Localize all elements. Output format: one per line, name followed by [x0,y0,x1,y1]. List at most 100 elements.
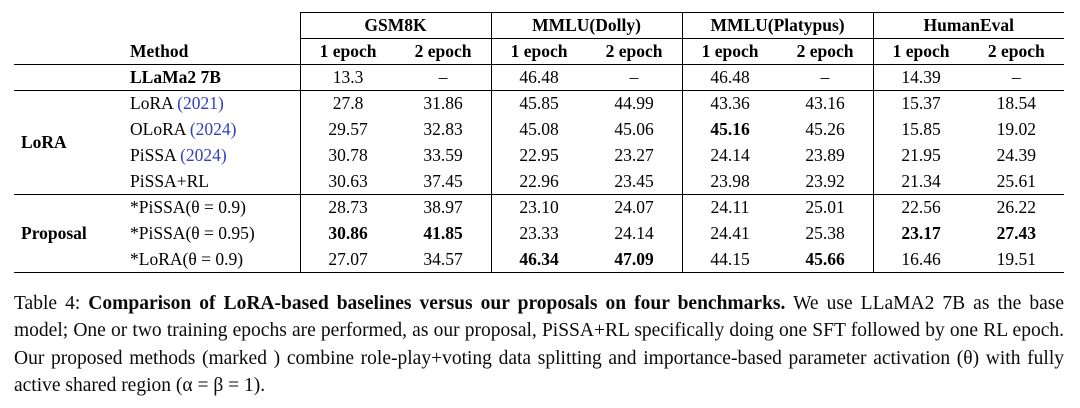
benchmark-header-mmlu-dolly: MMLU(Dolly) [490,12,683,39]
value-cell: 45.85 [490,90,587,117]
citation-link[interactable]: (2021) [172,93,224,114]
value-cell: 19.51 [996,248,1036,269]
value-cell: 37.45 [395,168,492,195]
value-cell: 41.85 [423,223,463,243]
value-cell: 23.17 [872,220,969,247]
results-table: GSM8K MMLU(Dolly) MMLU(Platypus) HumanEv… [14,12,1065,273]
method-row: *PiSSA(θ = 0.95) 30.86 41.85 23.33 24.14 24.4… [14,220,1064,247]
benchmark-header-gsm8k: GSM8K [299,12,492,39]
value-cell: 24.39 [996,145,1036,165]
value-cell: 45.26 [805,119,845,139]
value-cell: 23.33 [490,220,587,247]
value-cell: 30.78 [299,142,396,169]
value-cell: 27.8 [299,90,396,117]
value-cell: 38.97 [423,197,463,218]
value-cell: 46.48 [681,64,778,91]
spacer-cell [14,13,300,39]
group-label-cell [14,64,126,91]
value-cell: 22.56 [872,194,969,221]
value-cell: 46.34 [490,246,587,273]
value-cell: 23.92 [777,168,874,195]
value-cell: – [586,64,683,91]
caption-bold-title: Comparison of LoRA-based baselines versu… [88,293,786,314]
value-cell: 32.83 [423,119,463,139]
value-cell: 43.16 [805,93,845,114]
epoch-header: 2 epoch [968,38,1065,65]
base-model-row: LLaMa2 7B 13.3–46.48–46.48–14.39– [14,64,1065,91]
caption-label: Table 4: [14,293,89,314]
value-cell: 34.57 [423,248,463,269]
citation-link[interactable]: (2024) [185,119,237,139]
table-body: LLaMa2 7B 13.3–46.48–46.48–14.39– LoRA LoRA… [14,64,1065,273]
epoch-header: 1 epoch [872,38,969,65]
value-cell: 15.37 [872,90,969,117]
value-cell: 21.95 [872,142,969,169]
method-row: PiSSA (2024) 30.78 33.59 22.95 23.27 24.14 23.… [14,142,1064,169]
epoch-header: 2 epoch [395,38,492,65]
value-cell: 44.99 [614,93,654,114]
spacer-cell [14,38,126,65]
method-row: OLoRA (2024) 29.57 32.83 45.08 45.06 45.16 45.… [14,116,1064,143]
value-cell: 26.22 [996,197,1036,218]
epoch-header: 1 epoch [681,38,778,65]
citation-link[interactable]: (2024) [175,145,227,165]
value-cell: 44.15 [681,246,778,273]
value-cell: 45.06 [614,119,654,139]
group-label-cell: LoRA [14,90,126,195]
epoch-header: 2 epoch [586,38,683,65]
value-cell: 25.61 [968,168,1065,195]
value-cell: 46.48 [490,64,587,91]
value-cell: 24.41 [681,220,778,247]
benchmark-header-mmlu-platypus: MMLU(Platypus) [681,12,874,39]
method-cell: *LoRA(θ = 0.9) [130,248,244,269]
value-cell: – [395,64,492,91]
method-cell: PiSSA (2024) [130,145,227,165]
value-cell: 16.46 [872,246,969,273]
value-cell: 24.14 [614,223,654,243]
epoch-header-row: Method 1 epoch 2 epoch 1 epoch 2 epoch 1… [14,38,1065,65]
method-cell: LoRA (2021) [130,93,224,114]
value-cell: 23.27 [614,145,654,165]
value-cell: 25.01 [805,197,845,218]
value-cell: 24.14 [681,142,778,169]
value-cell: 21.34 [872,168,969,195]
value-cell: 22.95 [490,142,587,169]
value-cell: 13.3 [299,64,396,91]
value-cell: 33.59 [423,145,463,165]
value-cell: 19.02 [996,119,1036,139]
value-cell: – [777,64,874,91]
method-cell: PiSSA+RL [126,168,300,195]
value-cell: 45.16 [681,116,778,143]
epoch-header: 2 epoch [777,38,874,65]
value-cell: 24.11 [681,194,778,221]
value-cell: 14.39 [872,64,969,91]
value-cell: – [968,64,1065,91]
value-cell: 29.57 [299,116,396,143]
value-cell: 30.86 [299,220,396,247]
method-header: Method [126,38,300,65]
method-row: PiSSA+RL 30.63 37.45 22.96 23.45 23.98 23.92 21… [14,168,1065,195]
caption-body-text: We use LLaMA2 7B as the base model; One … [14,293,1064,396]
value-cell: 47.09 [614,248,654,269]
value-cell: 22.96 [490,168,587,195]
method-row: LoRA LoRA (2021) 27.8 31.86 45.85 44.99 43.36 4… [14,90,1064,195]
value-cell: 43.36 [681,90,778,117]
value-cell: 23.98 [681,168,778,195]
epoch-header: 1 epoch [490,38,587,65]
value-cell: 25.38 [805,223,845,243]
value-cell: 30.63 [299,168,396,195]
value-cell: 18.54 [996,93,1036,114]
value-cell: 28.73 [299,194,396,221]
value-cell: 45.08 [490,116,587,143]
benchmark-header-humaneval: HumanEval [872,12,1065,39]
method-cell: *PiSSA(θ = 0.9) [130,197,246,218]
value-cell: 23.10 [490,194,587,221]
benchmark-header-row: GSM8K MMLU(Dolly) MMLU(Platypus) HumanEv… [14,12,1065,39]
value-cell: 24.07 [614,197,654,218]
epoch-header: 1 epoch [299,38,396,65]
method-row: *LoRA(θ = 0.9) 27.07 34.57 46.34 47.09 44.15 4… [14,246,1064,273]
value-cell: 27.43 [996,223,1036,243]
table-caption: Table 4: Comparison of LoRA-based baseli… [14,290,1064,399]
method-cell: *PiSSA(θ = 0.95) [130,223,255,243]
group-label-cell: Proposal [14,194,126,273]
